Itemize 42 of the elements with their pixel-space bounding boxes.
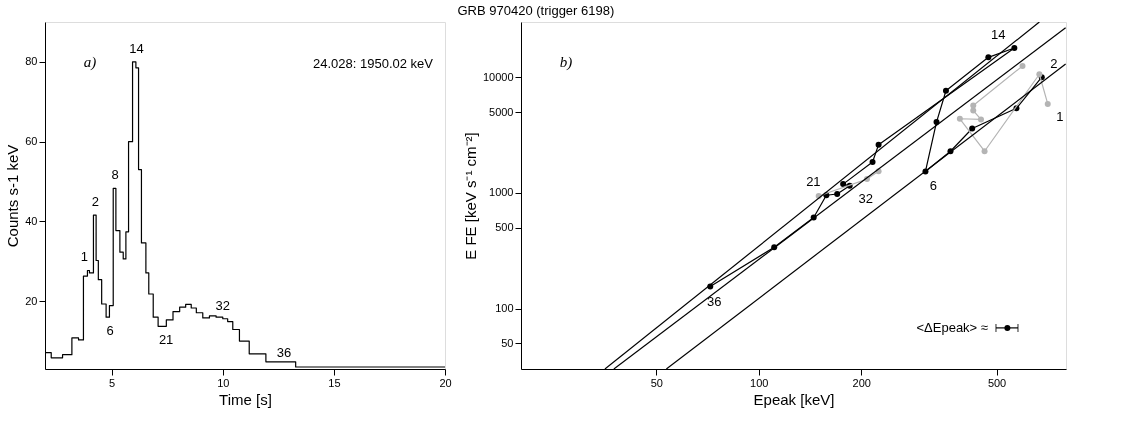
y-tick-label: 5000 <box>489 105 514 118</box>
x-tick-label: 100 <box>750 376 769 389</box>
annotation: 1 <box>80 249 89 265</box>
y-tick-label: 1000 <box>489 186 514 199</box>
x-tick-label: 200 <box>852 376 871 389</box>
y-tick-label: 500 <box>495 221 514 234</box>
annotation: 6 <box>929 178 938 194</box>
annotation: <ΔEpeak> ≈ <box>916 319 988 335</box>
y-tick-label: 20 <box>25 294 38 307</box>
annotation: 32 <box>858 190 873 206</box>
y-tick-label: 100 <box>495 302 514 315</box>
annotation: 21 <box>806 174 821 190</box>
x-tick-label: 20 <box>439 376 452 389</box>
annotation: 2 <box>1050 56 1058 72</box>
x-axis-title: Time [s] <box>219 390 272 408</box>
y-tick-label: 40 <box>25 214 38 227</box>
y-tick-label: 50 <box>501 336 514 349</box>
annotation: 2 <box>91 194 100 210</box>
annotation: 8 <box>111 167 119 183</box>
x-tick-label: 500 <box>987 376 1007 389</box>
annotation: 32 <box>215 297 231 313</box>
annotation: 36 <box>276 344 292 360</box>
y-axis-title: E FE [keV s⁻¹ cm⁻²] <box>461 132 479 260</box>
x-tick-label: 5 <box>109 376 116 389</box>
annotation: 14 <box>129 40 144 56</box>
annotation: 1 <box>1056 108 1064 124</box>
annotation: a) <box>83 54 97 71</box>
annotation: 21 <box>158 332 174 348</box>
y-tick-label: 80 <box>25 55 38 68</box>
annotation: b) <box>559 54 573 71</box>
y-tick-label: 10000 <box>482 70 514 83</box>
y-axis-title: Counts s-1 keV <box>4 144 22 248</box>
annotation: 36 <box>707 293 722 309</box>
y-tick-label: 60 <box>25 135 38 148</box>
annotation: 24.028: 1950.02 keV <box>313 56 434 71</box>
x-tick-label: 15 <box>328 376 341 389</box>
x-tick-label: 50 <box>650 376 663 389</box>
text: GRB 970420 (trigger 6198) <box>457 2 615 18</box>
annotation: 6 <box>106 323 114 339</box>
annotation: 14 <box>991 26 1006 42</box>
x-tick-label: 10 <box>217 376 230 389</box>
x-axis-title: Epeak [keV] <box>753 390 835 408</box>
